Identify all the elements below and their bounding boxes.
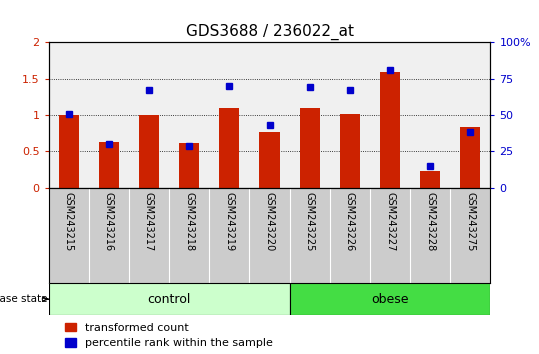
Text: GSM243215: GSM243215 (64, 193, 74, 252)
Text: GSM243226: GSM243226 (345, 193, 355, 252)
Bar (289, 283, 490, 315)
Bar (380, 72, 400, 188)
Bar (219, 108, 239, 188)
Bar (340, 114, 360, 188)
Text: GSM243220: GSM243220 (265, 193, 274, 252)
Bar (49, 283, 289, 315)
Bar (139, 115, 159, 188)
Text: GSM243219: GSM243219 (224, 193, 234, 252)
Text: GSM243218: GSM243218 (184, 193, 194, 252)
Text: GSM243225: GSM243225 (305, 193, 315, 252)
Text: GSM243227: GSM243227 (385, 193, 395, 252)
Bar (420, 171, 440, 188)
Bar (460, 127, 480, 188)
Legend: transformed count, percentile rank within the sample: transformed count, percentile rank withi… (65, 322, 273, 348)
Text: control: control (147, 293, 191, 306)
Text: obese: obese (371, 293, 409, 306)
Bar (300, 108, 320, 188)
Text: GSM243217: GSM243217 (144, 193, 154, 252)
Bar (59, 115, 79, 188)
Bar (99, 142, 119, 188)
Text: GSM243228: GSM243228 (425, 193, 435, 252)
Bar (259, 132, 280, 188)
Title: GDS3688 / 236022_at: GDS3688 / 236022_at (185, 23, 354, 40)
Text: GSM243216: GSM243216 (104, 193, 114, 252)
Bar (179, 143, 199, 188)
Text: GSM243275: GSM243275 (465, 193, 475, 252)
Text: disease state: disease state (0, 294, 48, 304)
